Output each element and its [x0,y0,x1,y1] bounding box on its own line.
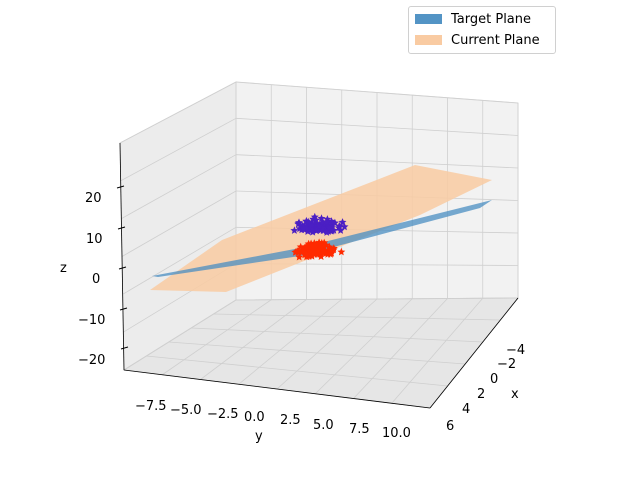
y-tick-label: 10.0 [382,426,411,441]
data-point-star [310,250,319,258]
z-tick-label: 20 [85,191,102,206]
data-point-star [322,217,331,226]
data-point-star [302,250,311,258]
data-point-star [335,221,344,230]
data-point-star [295,224,304,233]
data-point-star [295,252,304,261]
grid-line [235,154,519,169]
grid-line [162,299,272,376]
z-tick-mark [119,307,128,311]
data-point-star [315,221,324,230]
grid-line [123,299,237,371]
data-point-star [310,246,319,255]
data-point-star [296,242,305,251]
data-point-star [317,239,326,247]
grid-line [119,81,237,144]
grid-line [238,298,343,385]
data-point-star [330,218,339,227]
x-tick-label: −4 [506,343,525,358]
grid-line [391,297,484,404]
x-tick-label: 0 [490,372,498,387]
z-tick-label: −10 [78,313,105,328]
legend-swatch-current [415,35,442,45]
z-axis-label: z [60,261,67,276]
legend-item-target: Target Plane [415,11,531,27]
z-tick-label: 10 [86,232,103,247]
y-axis-label: y [255,429,263,444]
x-tick-label: 4 [462,402,470,417]
y-tick-label: −5.0 [170,403,202,418]
grid-line [191,327,483,343]
data-point-star [336,226,345,234]
legend: Target Plane Current Plane [408,6,556,54]
grid-line [276,298,378,390]
data-point-star [340,222,349,231]
grid-line [200,299,307,380]
y-ticks: −7.5 −5.0 −2.5 0.0 2.5 5.0 7.5 10.0 [135,399,411,441]
data-point-star [294,246,302,255]
data-point-star [318,241,327,250]
data-point-star [310,243,319,252]
data-point-star [322,228,331,236]
data-point-star [290,226,299,234]
x-ticks: −4 −2 0 2 4 6 [446,343,525,434]
z-tick-label: 0 [92,272,100,287]
grid-line [235,81,519,104]
legend-label-target: Target Plane [451,11,532,27]
y-axis-line [123,369,431,409]
y-tick-label: −2.5 [207,407,239,422]
y-tick-label: 7.5 [349,422,370,437]
grid-line [168,341,466,365]
data-point-star [295,218,303,226]
y-tick-label: 2.5 [280,413,301,428]
x-tick-label: 6 [446,419,454,434]
data-point-star [302,224,311,232]
grid-line [146,355,448,387]
data-point-star [304,217,313,226]
data-point-star [318,224,327,232]
x-tick-label: −2 [497,357,516,372]
y-tick-label: −7.5 [135,399,167,414]
data-point-star [326,244,335,253]
legend-item-current: Current Plane [415,32,540,48]
z-tick-mark [118,266,127,270]
z-tick-mark [117,226,126,230]
z-axis-line [119,142,125,371]
x-axis-label: x [511,387,519,402]
grid-line [122,226,237,295]
data-point-star [338,218,347,226]
y-tick-label: 5.0 [313,418,334,433]
y-tick-label: 0.0 [244,410,265,425]
grid-line [235,117,519,136]
scatter-points [290,212,349,261]
data-point-star [308,224,317,232]
grid-line [314,298,413,395]
grid-line [120,117,237,182]
data-point-star [309,215,318,224]
x-tick-label: 2 [477,387,485,402]
grid-line [353,298,448,399]
x-axis-line [429,297,519,409]
data-point-star [319,247,328,255]
data-point-star [329,226,338,234]
z-tick-label: −20 [78,353,105,368]
data-point-star [337,247,346,256]
data-point-star [291,248,300,256]
grid-line [121,190,237,257]
data-point-star [307,221,316,229]
data-point-star [326,250,335,258]
grid-line [121,154,237,220]
data-point-star [317,214,326,222]
legend-label-current: Current Plane [451,32,540,48]
z-tick-mark [116,185,125,189]
z-tick-mark [120,346,129,350]
grid-line [213,313,501,321]
z-ticks: 20 10 0 −10 −20 [78,185,129,368]
legend-swatch-target [415,14,442,24]
data-point-star [299,224,308,232]
grid-line [235,297,519,301]
